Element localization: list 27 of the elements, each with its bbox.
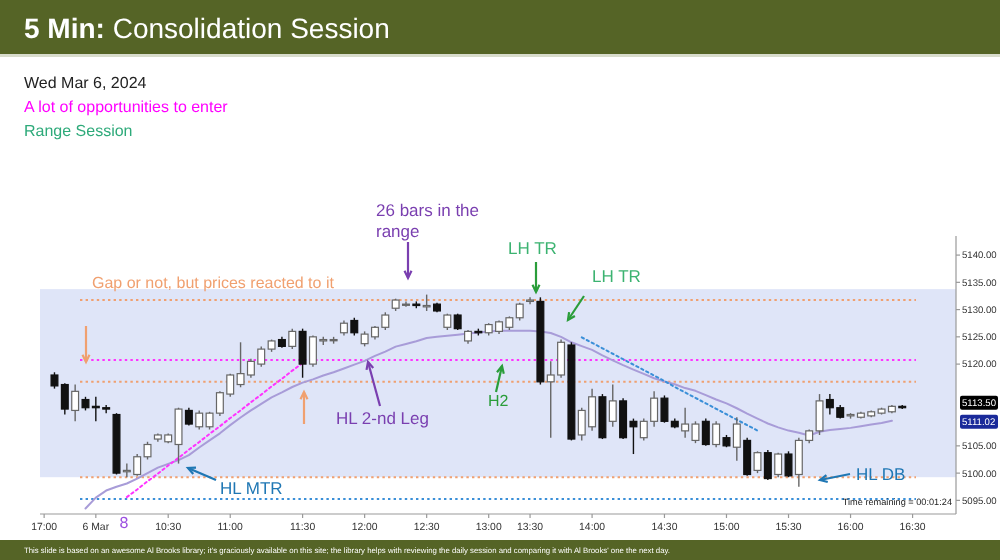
text: 8 <box>119 514 130 532</box>
candlestick <box>784 450 793 478</box>
annotation: Gap or not, but prices reacted to it <box>92 274 336 292</box>
candlestick <box>774 451 783 478</box>
text: A lot of opportunities to enter <box>24 98 229 116</box>
annotation: H2 <box>488 392 510 410</box>
annotation: 26 bars in the range <box>376 200 480 242</box>
chart-title: 5 Min: Consolidation Session <box>24 12 390 44</box>
annotation: HL DB <box>856 464 907 484</box>
candlestick <box>743 436 752 477</box>
candlestick <box>608 383 617 428</box>
annotation: LH TR <box>508 238 557 258</box>
text: Range Session <box>24 122 133 140</box>
candlestick <box>701 417 710 447</box>
candlestick <box>71 383 80 423</box>
candlestick <box>753 450 762 474</box>
candlestick <box>598 393 607 440</box>
annotation: HL MTR <box>220 478 283 498</box>
candlestick <box>763 449 772 481</box>
candlestick <box>298 327 307 379</box>
annotation: HL 2-nd Leg <box>336 408 430 428</box>
line-series <box>580 336 759 432</box>
candlestick <box>732 416 741 462</box>
candlestick <box>288 327 297 350</box>
chart-subtitle: Wed Mar 6, 2024 <box>24 74 148 92</box>
candlestick <box>712 420 721 448</box>
annotation: LH TR <box>592 266 641 286</box>
